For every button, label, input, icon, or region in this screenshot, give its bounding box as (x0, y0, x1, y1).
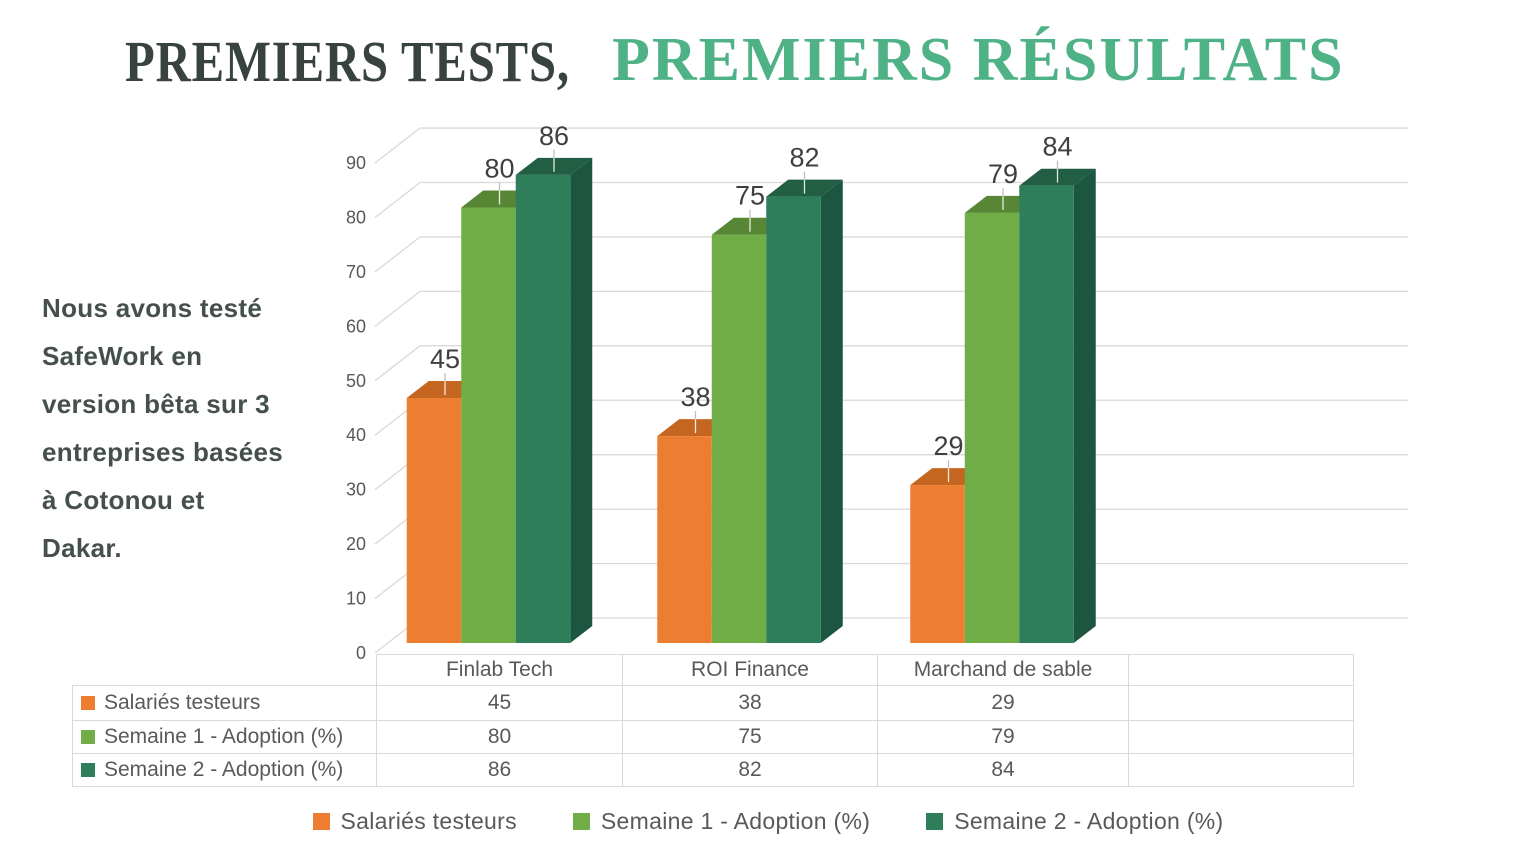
legend-swatch (926, 812, 944, 830)
table-corner-cell (72, 654, 376, 685)
title-part-dark: PREMIERS TESTS, (125, 29, 570, 94)
data-label: 84 (1042, 132, 1072, 162)
grid-line (374, 127, 1408, 164)
data-label: 75 (735, 181, 765, 211)
data-label: 45 (430, 344, 460, 374)
y-tick-label: 10 (346, 589, 366, 609)
legend-swatch (312, 812, 330, 830)
bar-front (657, 436, 712, 643)
data-label: 82 (789, 143, 819, 173)
legend-item: Salariés testeurs (312, 807, 517, 835)
legend-item: Semaine 2 - Adoption (%) (926, 808, 1223, 835)
series-label: Semaine 1 - Adoption (%) (104, 725, 344, 748)
bar-side (820, 179, 843, 644)
bar-chart-3d: 0 10 20 30 40 50 60 70 80 90 45 80 86 38 75 82 29 79 84 (346, 125, 1408, 662)
table-value-cell (1128, 753, 1354, 787)
data-label: 80 (484, 153, 514, 183)
data-label: 29 (933, 431, 963, 461)
y-tick-label: 60 (346, 316, 366, 336)
series-label: Semaine 2 - Adoption (%) (104, 758, 344, 781)
bar-front (1019, 185, 1074, 644)
bar-side (1073, 168, 1096, 644)
y-tick-label: 50 (346, 371, 366, 391)
series-label: Salariés testeurs (104, 691, 261, 714)
y-tick-label: 30 (346, 480, 366, 500)
table-header-cell (1128, 654, 1354, 685)
chart-legend: Salariés testeurs Semaine 1 - Adoption (%… (0, 805, 1536, 837)
bar-side (570, 157, 593, 644)
legend-label: Salariés testeurs (340, 807, 517, 834)
table-value-cell: 79 (877, 720, 1128, 753)
y-tick-label: 0 (356, 643, 366, 662)
bar-front (766, 196, 821, 644)
y-tick-label: 70 (346, 262, 366, 282)
table-value-cell: 86 (376, 753, 622, 787)
table-value-cell: 29 (877, 685, 1128, 720)
series-swatch (81, 730, 95, 744)
y-tick-label: 40 (346, 425, 366, 445)
table-value-cell (1128, 720, 1354, 753)
table-value-cell: 82 (622, 753, 877, 787)
table-header-cell: Finlab Tech (376, 654, 622, 685)
bar-front (461, 207, 516, 644)
y-tick-label: 90 (346, 153, 366, 173)
bar-front (964, 212, 1020, 643)
table-header-cell: ROI Finance (622, 654, 877, 685)
data-label: 79 (988, 159, 1018, 189)
table-row-label-cell: Semaine 1 - Adoption (%) (72, 720, 376, 753)
legend-item: Semaine 1 - Adoption (%) (572, 807, 871, 835)
data-label: 86 (539, 125, 569, 151)
series-swatch (81, 763, 95, 777)
legend-label: Semaine 2 - Adoption (%) (954, 807, 1224, 834)
table-value-cell: 38 (622, 685, 877, 720)
legend-label: Semaine 1 - Adoption (%) (600, 807, 871, 834)
legend-swatch (572, 812, 590, 830)
table-value-cell: 45 (376, 685, 622, 720)
bar-front (711, 234, 767, 643)
intro-text: Nous avons testé SafeWork en version bêt… (42, 293, 283, 563)
series-swatch (81, 696, 95, 710)
y-tick-label: 20 (346, 534, 366, 554)
table-value-cell: 80 (376, 720, 622, 753)
table-header-cell: Marchand de sable (877, 654, 1128, 685)
table-value-cell (1128, 685, 1354, 720)
bar-front (910, 485, 965, 643)
data-label: 38 (680, 382, 710, 412)
y-tick-label: 80 (346, 207, 366, 227)
table-value-cell: 75 (622, 720, 877, 753)
table-row-label-cell: Semaine 2 - Adoption (%) (72, 753, 376, 787)
table-row-label-cell: Salariés testeurs (72, 685, 376, 720)
table-value-cell: 84 (877, 753, 1128, 787)
chart-data-table: Finlab Tech ROI Finance Marchand de sable S… (72, 654, 1354, 787)
bar-front (406, 398, 462, 643)
bar-front (515, 174, 571, 644)
title-part-green: PREMIERS RÉSULTATS (612, 26, 1345, 94)
